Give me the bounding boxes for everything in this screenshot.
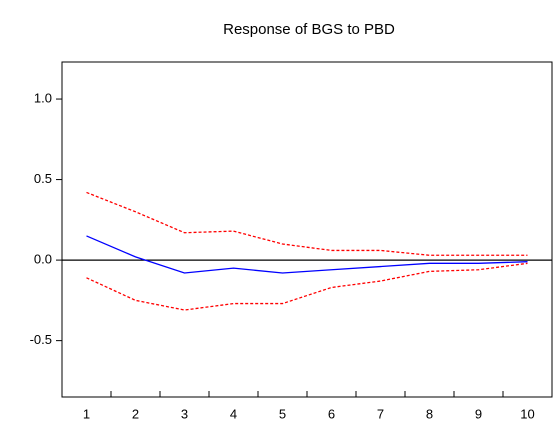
y-tick-label: -0.5 [30,332,52,347]
x-tick-label: 6 [328,406,335,421]
chart-title: Response of BGS to PBD [223,21,395,38]
plot-frame [61,61,553,398]
x-tick-label: 9 [475,406,482,421]
x-tick-label: 4 [230,406,237,421]
x-tick-label: 5 [279,406,286,421]
x-tick-label: 3 [181,406,188,421]
x-tick-label: 2 [132,406,139,421]
y-tick-label: 1.0 [34,90,52,105]
series-line [86,235,528,274]
x-tick-label: 1 [83,406,90,421]
series-line [86,262,528,311]
y-tick-label: 0.5 [34,171,52,186]
y-tick-label: 0.0 [34,252,52,267]
x-tick-label: 10 [520,406,534,421]
x-tick-label: 7 [377,406,384,421]
series-line [86,191,528,256]
x-tick-label: 8 [426,406,433,421]
